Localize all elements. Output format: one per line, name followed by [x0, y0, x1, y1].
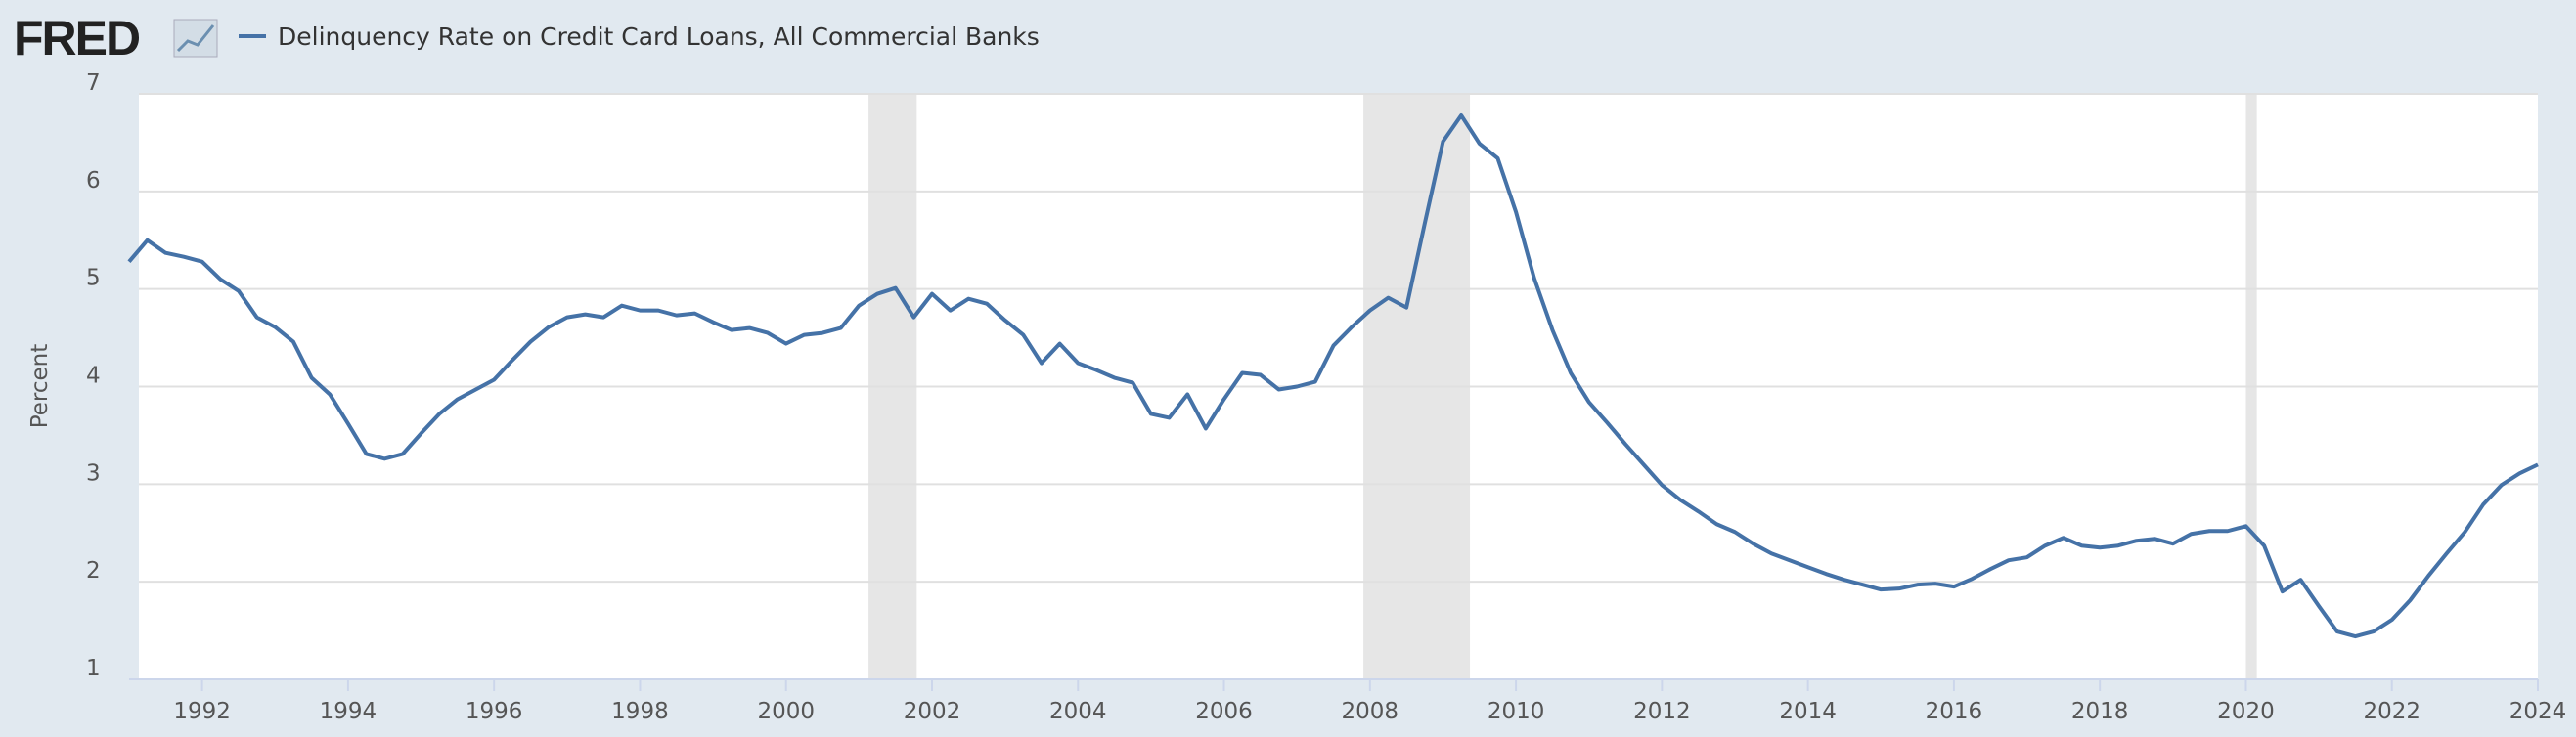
x-tick-label: 2000 [757, 699, 815, 724]
x-tick-label: 2002 [904, 699, 961, 724]
series-line [127, 112, 2539, 639]
x-tick-label: 1994 [320, 699, 378, 724]
y-tick-label: 1 [86, 656, 101, 681]
y-tick-label: 3 [86, 460, 101, 486]
x-tick-label: 1992 [173, 699, 231, 724]
x-tick-label: 2006 [1195, 699, 1253, 724]
x-tick-label: 2008 [1342, 699, 1399, 724]
y-tick-label: 4 [86, 364, 101, 389]
x-tick-label: 2004 [1049, 699, 1107, 724]
y-tick-label: 2 [86, 558, 101, 584]
x-tick-label: 2014 [1779, 699, 1837, 724]
legend-label: Delinquency Rate on Credit Card Loans, A… [278, 22, 1040, 51]
logo-icon-box [173, 19, 218, 58]
x-tick-label: 2022 [2363, 699, 2421, 724]
legend: Delinquency Rate on Credit Card Loans, A… [239, 22, 1040, 51]
y-tick-label: 6 [86, 168, 101, 194]
x-tick-label: 1996 [466, 699, 523, 724]
x-tick-label: 1998 [611, 699, 669, 724]
x-tick-label: 2018 [2071, 699, 2129, 724]
logo-icon [173, 19, 218, 58]
x-tick-label: 2020 [2217, 699, 2275, 724]
y-tick-label: 7 [86, 70, 101, 96]
x-tick-label: 2016 [1926, 699, 1983, 724]
x-tick-label: 2024 [2509, 699, 2567, 724]
logo-icon-line [176, 24, 215, 53]
plot-area: 1 2 3 4 5 6 7 1992 1994 1996 1998 2000 2002 2004 2006 2… [86, 70, 2566, 724]
y-axis-title: Percent [27, 344, 53, 429]
x-tick-label: 2012 [1633, 699, 1691, 724]
y-tick-label: 5 [86, 266, 101, 291]
x-tick-label: 2010 [1488, 699, 1545, 724]
logo: FRED [14, 11, 140, 65]
